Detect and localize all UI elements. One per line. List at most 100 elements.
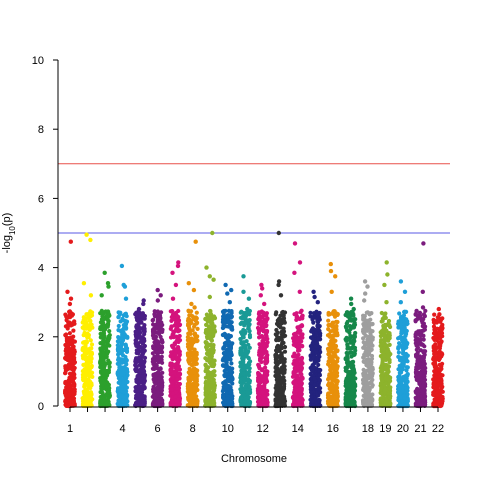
- snp-point: [366, 357, 371, 362]
- snp-point: [169, 350, 174, 355]
- snp-point: [369, 329, 374, 334]
- snp-point: [311, 289, 316, 294]
- snp-point: [70, 402, 75, 407]
- snp-point: [347, 382, 352, 387]
- snp-point: [141, 374, 146, 379]
- snp-point: [159, 384, 164, 389]
- snp-point: [240, 315, 245, 321]
- snp-point: [105, 317, 110, 322]
- snp-point: [277, 323, 282, 328]
- snp-point: [207, 294, 212, 300]
- snp-point: [247, 332, 252, 338]
- snp-point: [364, 349, 369, 354]
- snp-point: [222, 331, 227, 336]
- snp-point: [368, 368, 373, 374]
- snp-point: [175, 377, 180, 382]
- snp-point: [274, 349, 279, 354]
- snp-point: [176, 366, 181, 371]
- snp-point: [295, 397, 300, 402]
- snp-point: [115, 371, 120, 376]
- snp-point: [387, 360, 392, 365]
- snp-point: [206, 358, 211, 363]
- snp-point: [383, 315, 388, 320]
- snp-point: [159, 337, 164, 342]
- snp-point: [141, 364, 146, 369]
- snp-point: [281, 375, 286, 380]
- snp-point: [361, 336, 366, 341]
- points-layer: [63, 230, 445, 409]
- snp-point: [274, 353, 279, 359]
- snp-point: [326, 352, 331, 357]
- snp-point: [257, 350, 262, 355]
- snp-point: [191, 287, 197, 293]
- snp-point: [297, 260, 303, 265]
- snp-point: [367, 312, 372, 317]
- snp-point: [256, 363, 262, 368]
- snp-point: [186, 375, 191, 380]
- snp-point: [134, 343, 139, 348]
- snp-point: [123, 296, 129, 301]
- snp-point: [257, 380, 262, 385]
- snp-point: [366, 334, 372, 339]
- snp-point: [86, 323, 91, 328]
- snp-point: [369, 402, 374, 407]
- snp-point: [347, 375, 352, 380]
- snp-point: [310, 350, 315, 355]
- snp-point: [229, 361, 234, 366]
- snp-point: [138, 380, 143, 385]
- chromosome-points: [185, 239, 200, 409]
- snp-point: [265, 388, 270, 394]
- snp-point: [81, 340, 86, 345]
- snp-point: [318, 386, 323, 391]
- snp-point: [142, 315, 147, 320]
- snp-point: [72, 355, 77, 360]
- snp-point: [67, 301, 73, 307]
- snp-point: [265, 316, 270, 321]
- snp-point: [121, 368, 126, 373]
- reference-lines: [58, 163, 450, 234]
- snp-point: [299, 365, 304, 371]
- snp-point: [308, 344, 313, 349]
- snp-point: [99, 400, 104, 405]
- snp-point: [247, 318, 252, 323]
- snp-point: [67, 331, 72, 336]
- snp-point: [172, 371, 177, 376]
- snp-point: [281, 402, 286, 407]
- snp-point: [239, 396, 244, 401]
- snp-point: [84, 340, 89, 345]
- snp-point: [119, 263, 125, 269]
- snp-point: [187, 337, 192, 342]
- snp-point: [101, 338, 106, 343]
- snp-point: [72, 352, 77, 357]
- snp-point: [381, 328, 386, 333]
- snp-point: [246, 342, 251, 347]
- snp-point: [247, 384, 252, 389]
- snp-point: [220, 309, 226, 314]
- snp-point: [82, 382, 87, 388]
- snp-point: [177, 349, 182, 354]
- snp-point: [122, 384, 127, 389]
- snp-point: [82, 355, 88, 361]
- snp-point: [316, 327, 321, 332]
- snp-point: [263, 371, 268, 376]
- snp-point: [169, 343, 175, 348]
- snp-point: [159, 357, 164, 362]
- snp-point: [136, 384, 141, 389]
- snp-point: [172, 362, 177, 367]
- snp-point: [277, 400, 282, 405]
- snp-point: [72, 321, 77, 326]
- snp-point: [98, 352, 103, 357]
- snp-point: [280, 371, 286, 376]
- snp-point: [295, 325, 300, 330]
- snp-point: [63, 364, 68, 369]
- snp-point: [206, 342, 211, 347]
- snp-point: [229, 314, 234, 319]
- snp-point: [280, 310, 285, 315]
- snp-point: [204, 351, 210, 356]
- snp-point: [363, 291, 368, 296]
- snp-point: [332, 351, 337, 356]
- snp-point: [101, 380, 106, 386]
- snp-point: [155, 390, 160, 395]
- snp-point: [226, 324, 231, 329]
- snp-point: [368, 372, 373, 378]
